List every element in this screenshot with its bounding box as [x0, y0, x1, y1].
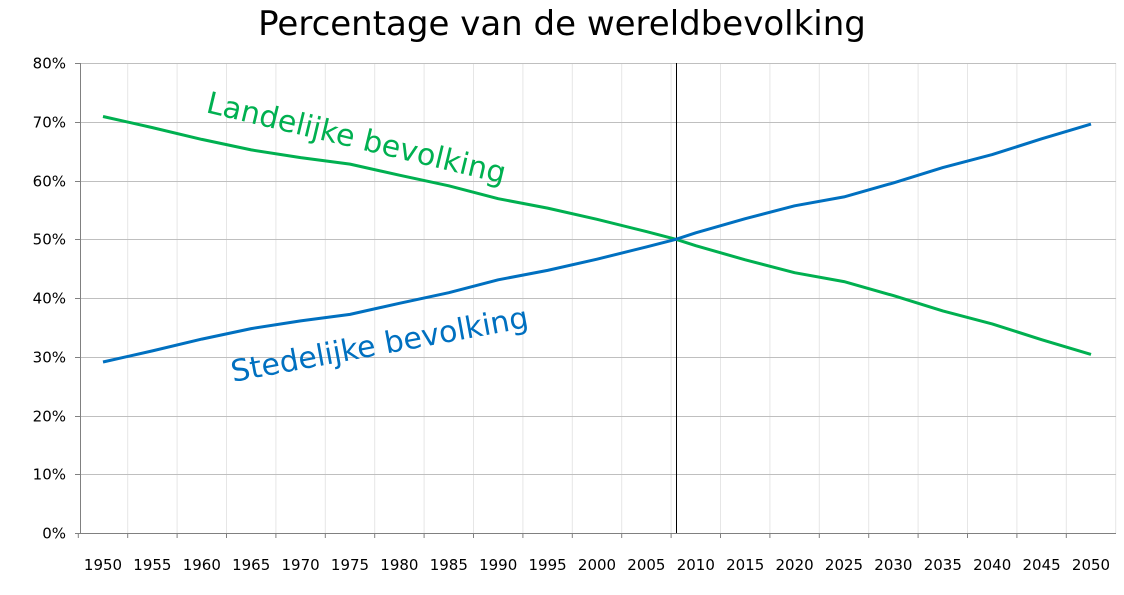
x-tick-label: 1950	[84, 556, 122, 574]
x-tick-label: 1995	[529, 556, 567, 574]
tick-labels: 0% 10% 20% 30% 40% 50% 60% 70% 80% 1950 1955 1960 19…	[33, 55, 1110, 575]
x-tick-label: 2000	[578, 556, 616, 574]
series-line-landelijke-bevolking	[102, 115, 1092, 356]
x-tick-label: 2025	[825, 556, 863, 574]
y-tick-label: 60%	[33, 173, 66, 191]
x-tick-label: 2015	[726, 556, 764, 574]
x-tick-label: 1960	[183, 556, 221, 574]
x-tick-label: 2030	[874, 556, 912, 574]
y-tick-label: 10%	[33, 466, 66, 484]
series-label-landelijke-bevolking: Landelijke bevolking	[203, 86, 509, 192]
x-tick-label: 2045	[1023, 556, 1061, 574]
x-tick-label: 2040	[973, 556, 1011, 574]
x-tick-label: 1965	[232, 556, 270, 574]
grid	[80, 63, 1117, 534]
y-tick-label: 30%	[33, 349, 66, 367]
y-tick-label: 0%	[42, 525, 66, 543]
x-tick-label: 1980	[380, 556, 418, 574]
series-line-stedelijke-bevolking	[102, 122, 1092, 364]
x-tick-label: 2020	[776, 556, 814, 574]
x-tick-label: 1985	[430, 556, 468, 574]
series-lines	[102, 115, 1092, 364]
x-tick-label: 2010	[677, 556, 715, 574]
x-tick-label: 1975	[331, 556, 369, 574]
x-tick-label: 2035	[924, 556, 962, 574]
y-tick-label: 50%	[33, 231, 66, 249]
chart-title: Percentage van de wereldbevolking	[258, 4, 866, 44]
x-tick-label: 1970	[282, 556, 320, 574]
axes	[75, 63, 1067, 538]
series-label-stedelijke-bevolking: Stedelijke bevolking	[228, 300, 531, 389]
x-tick-label: 1955	[133, 556, 171, 574]
x-tick-label: 1990	[479, 556, 517, 574]
x-tick-label: 2050	[1072, 556, 1110, 574]
y-tick-label: 80%	[33, 55, 66, 73]
y-tick-label: 40%	[33, 290, 66, 308]
y-tick-label: 20%	[33, 408, 66, 426]
y-tick-label: 70%	[33, 114, 66, 132]
x-tick-label: 2005	[627, 556, 665, 574]
